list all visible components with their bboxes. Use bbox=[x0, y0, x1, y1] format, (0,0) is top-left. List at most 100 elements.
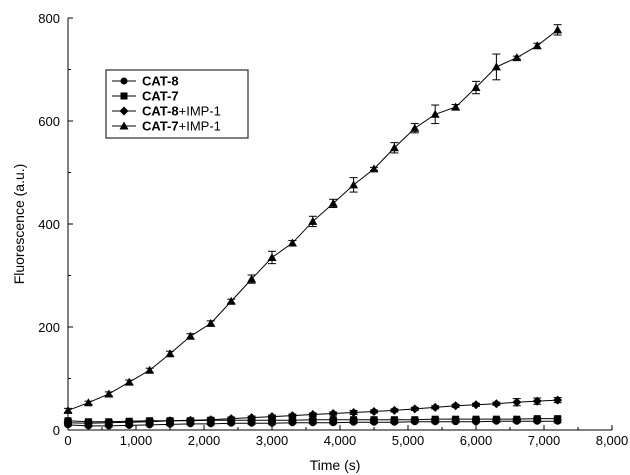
data-point bbox=[410, 123, 420, 132]
legend-item: CAT-7 bbox=[112, 89, 179, 104]
data-point bbox=[533, 415, 541, 423]
data-point bbox=[349, 180, 359, 189]
data-point bbox=[389, 405, 399, 415]
data-point bbox=[165, 416, 175, 426]
legend-marker bbox=[119, 106, 129, 116]
data-point bbox=[410, 404, 420, 414]
series-cat-8-imp-1 bbox=[63, 395, 563, 428]
y-axis-title: Fluorescence (a.u.) bbox=[11, 164, 27, 285]
data-point bbox=[492, 415, 500, 423]
data-point bbox=[287, 238, 297, 247]
data-point bbox=[247, 413, 257, 423]
data-point bbox=[83, 418, 93, 428]
data-point bbox=[430, 109, 440, 118]
data-point bbox=[430, 402, 440, 412]
data-point bbox=[329, 416, 337, 424]
data-point bbox=[308, 410, 318, 420]
data-point bbox=[267, 252, 277, 261]
data-point bbox=[124, 377, 134, 386]
x-axis-title: Time (s) bbox=[310, 457, 361, 473]
data-point bbox=[451, 102, 461, 111]
data-point bbox=[206, 415, 216, 425]
x-tick-label: 4,000 bbox=[324, 433, 357, 448]
data-point bbox=[206, 318, 216, 327]
data-point bbox=[471, 83, 481, 92]
data-point bbox=[288, 416, 296, 424]
data-point bbox=[452, 415, 460, 423]
y-tick-label: 600 bbox=[38, 114, 60, 129]
y-tick-label: 800 bbox=[38, 11, 60, 26]
data-point bbox=[226, 296, 236, 305]
data-point bbox=[185, 331, 195, 340]
legend-label: CAT-7+IMP-1 bbox=[142, 119, 221, 134]
data-point bbox=[554, 415, 562, 423]
x-tick-label: 5,000 bbox=[392, 433, 425, 448]
x-tick-label: 6,000 bbox=[460, 433, 493, 448]
legend-label-rest: +IMP-1 bbox=[179, 104, 221, 119]
data-point bbox=[553, 25, 563, 34]
legend-marker bbox=[120, 92, 128, 100]
data-point bbox=[165, 349, 175, 358]
data-point bbox=[513, 415, 521, 423]
data-point bbox=[532, 41, 542, 50]
x-tick-label: 7,000 bbox=[528, 433, 561, 448]
data-point bbox=[350, 416, 358, 424]
legend-label-bold: CAT-7 bbox=[142, 119, 179, 134]
data-point bbox=[287, 411, 297, 421]
data-point bbox=[309, 416, 317, 424]
legend-label: CAT-7 bbox=[142, 89, 179, 104]
data-point bbox=[226, 414, 236, 424]
y-tick-label: 0 bbox=[53, 423, 60, 438]
legend-label-bold: CAT-8 bbox=[142, 104, 179, 119]
data-point bbox=[451, 401, 461, 411]
legend-label: CAT-8 bbox=[142, 74, 179, 89]
legend-label: CAT-8+IMP-1 bbox=[142, 104, 221, 119]
data-point bbox=[247, 274, 257, 283]
legend-marker bbox=[120, 77, 128, 85]
data-point bbox=[328, 198, 338, 207]
data-point bbox=[532, 396, 542, 406]
data-point bbox=[124, 417, 134, 427]
legend-label-rest: +IMP-1 bbox=[179, 119, 221, 134]
data-point bbox=[145, 417, 155, 427]
data-point bbox=[369, 406, 379, 416]
legend-item: CAT-8 bbox=[112, 74, 179, 89]
x-tick-label: 2,000 bbox=[188, 433, 221, 448]
legend-item: CAT-7+IMP-1 bbox=[112, 119, 221, 134]
series-layer bbox=[63, 24, 563, 430]
data-point bbox=[389, 143, 399, 152]
legend-item: CAT-8+IMP-1 bbox=[112, 104, 221, 119]
data-point bbox=[145, 365, 155, 374]
x-tick-label: 8,000 bbox=[596, 433, 629, 448]
data-point bbox=[63, 405, 73, 414]
data-point bbox=[491, 399, 501, 409]
data-point bbox=[267, 412, 277, 422]
data-point bbox=[63, 418, 73, 428]
y-tick-label: 400 bbox=[38, 217, 60, 232]
legend-label-bold: CAT-7 bbox=[142, 89, 179, 104]
data-point bbox=[328, 409, 338, 419]
data-point bbox=[349, 407, 359, 417]
data-point bbox=[370, 416, 378, 424]
data-point bbox=[411, 416, 419, 424]
data-point bbox=[185, 415, 195, 425]
data-point bbox=[83, 398, 93, 407]
data-point bbox=[431, 415, 439, 423]
data-point bbox=[104, 418, 114, 428]
data-point bbox=[390, 416, 398, 424]
data-point bbox=[512, 53, 522, 62]
data-point bbox=[104, 389, 114, 398]
data-point bbox=[471, 400, 481, 410]
series-cat-7-imp-1 bbox=[63, 24, 563, 414]
data-point bbox=[308, 216, 318, 225]
x-tick-label: 0 bbox=[64, 433, 71, 448]
data-point bbox=[553, 395, 563, 405]
x-tick-label: 3,000 bbox=[256, 433, 289, 448]
data-point bbox=[472, 415, 480, 423]
legend-marker bbox=[119, 121, 129, 130]
legend-label-bold: CAT-8 bbox=[142, 74, 179, 89]
x-tick-label: 1,000 bbox=[120, 433, 153, 448]
ticks: 0 1,000 2,000 3,000 4,000 5,000 6,000 7,000 8,00… bbox=[38, 11, 628, 448]
